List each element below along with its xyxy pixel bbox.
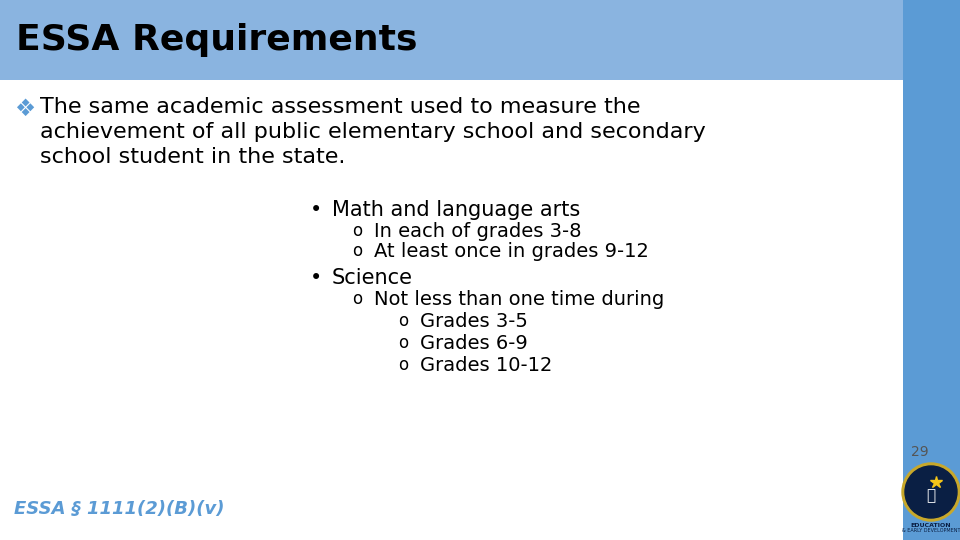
Text: •: • (310, 268, 323, 288)
Text: o: o (398, 356, 408, 374)
FancyBboxPatch shape (903, 0, 960, 540)
Text: Grades 3-5: Grades 3-5 (420, 312, 528, 331)
Circle shape (905, 466, 957, 518)
Text: school student in the state.: school student in the state. (40, 147, 346, 167)
Text: 29: 29 (911, 445, 929, 459)
Text: The same academic assessment used to measure the: The same academic assessment used to mea… (40, 97, 640, 117)
Text: o: o (352, 290, 362, 308)
Text: & EARLY DEVELOPMENT: & EARLY DEVELOPMENT (901, 528, 960, 533)
Text: o: o (352, 222, 362, 240)
Text: ESSA Requirements: ESSA Requirements (16, 23, 418, 57)
Text: Math and language arts: Math and language arts (332, 200, 580, 220)
Text: ✋: ✋ (926, 489, 936, 503)
Text: Science: Science (332, 268, 413, 288)
Text: Grades 10-12: Grades 10-12 (420, 356, 552, 375)
Text: o: o (352, 242, 362, 260)
Text: In each of grades 3-8: In each of grades 3-8 (374, 222, 582, 241)
Text: At least once in grades 9-12: At least once in grades 9-12 (374, 242, 649, 261)
Text: Grades 6-9: Grades 6-9 (420, 334, 528, 353)
Text: o: o (398, 334, 408, 352)
Text: Not less than one time during: Not less than one time during (374, 290, 664, 309)
FancyBboxPatch shape (0, 0, 903, 80)
Circle shape (902, 463, 960, 521)
Text: ESSA § 1111(2)(B)(v): ESSA § 1111(2)(B)(v) (14, 500, 225, 518)
Text: achievement of all public elementary school and secondary: achievement of all public elementary sch… (40, 122, 706, 142)
Text: o: o (398, 312, 408, 330)
Text: EDUCATION: EDUCATION (911, 523, 951, 528)
Text: ❖: ❖ (14, 97, 36, 121)
Text: •: • (310, 200, 323, 220)
